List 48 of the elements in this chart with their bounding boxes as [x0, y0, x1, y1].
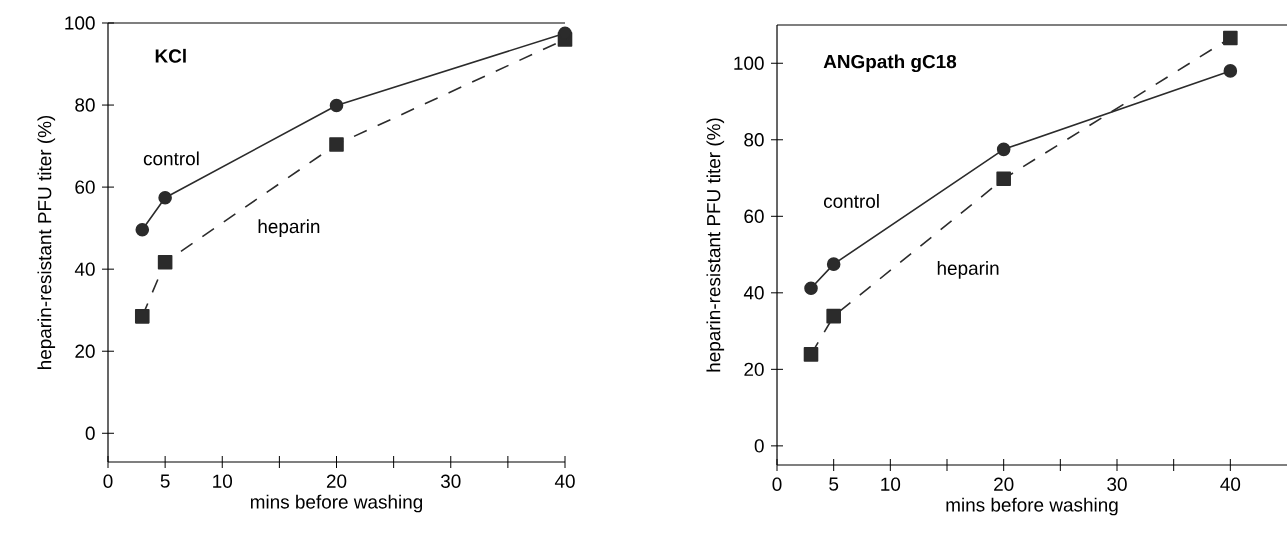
x-axis-title: mins before washing [250, 494, 423, 513]
x-tick-label: 30 [440, 474, 461, 488]
x-tick-label: 30 [1107, 477, 1127, 491]
x-tick-label: 0 [772, 477, 782, 491]
point [329, 98, 344, 113]
y-tick-label: 40 [74, 262, 95, 276]
x-tick-label: 5 [160, 474, 170, 488]
x-tick-label: 5 [829, 477, 839, 491]
point [157, 254, 173, 270]
series-label: control [143, 151, 199, 166]
x-tick-label: 0 [103, 474, 113, 488]
series-label: heparin [258, 219, 320, 237]
point [158, 190, 172, 205]
point [135, 222, 150, 237]
y-tick-label: 20 [744, 362, 764, 377]
y-tick-label: 0 [754, 439, 764, 453]
point [996, 142, 1011, 157]
y-tick-label: 100 [734, 56, 764, 70]
series-label: control [823, 194, 879, 208]
x-tick-label: 40 [554, 474, 575, 488]
series-label: heparin [937, 261, 999, 279]
point [826, 308, 841, 324]
y-tick-label: 100 [65, 16, 95, 30]
y-tick-label: 80 [75, 98, 95, 112]
y-tick-label: 20 [75, 344, 95, 358]
point [804, 281, 818, 296]
x-tick-label: 10 [881, 477, 901, 491]
x-tick-label: 40 [1220, 477, 1241, 491]
point [996, 171, 1011, 187]
x-tick-label: 10 [213, 474, 233, 488]
point [826, 257, 841, 271]
x-axis-title: mins before washing [946, 497, 1118, 516]
y-tick-label: 40 [743, 286, 764, 300]
point [803, 347, 819, 362]
point [329, 137, 344, 152]
text: KCl [155, 48, 186, 63]
y-axis-title: heparin-resistant PFU titer (%) [706, 118, 725, 372]
y-tick-label: 60 [744, 209, 764, 223]
point [1223, 30, 1238, 46]
y-tick-label: 80 [744, 133, 764, 147]
point [134, 309, 150, 324]
y-tick-label: 0 [85, 426, 95, 440]
x-tick-label: 20 [994, 477, 1014, 491]
y-tick-label: 60 [75, 180, 95, 194]
point [1223, 64, 1238, 78]
x-tick-label: 20 [326, 474, 347, 488]
text: ANGpath gC18 [823, 54, 957, 73]
y-axis-title: heparin-resistant PFU titer (%) [37, 115, 56, 369]
